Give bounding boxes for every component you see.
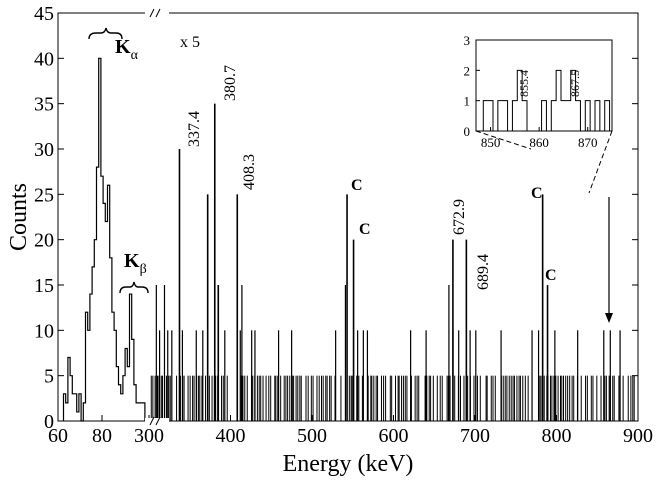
axis-break-mark-bottom [149,416,161,426]
peak-label-689: 689.4 [475,254,492,290]
x-tick-label: 60 [48,425,68,447]
y-tick-label: 20 [34,230,54,252]
axis-break-gap-bottom [145,418,169,424]
inset-connector-right [588,130,613,194]
inset-axes: 0 1 2 3 850 860 870 [464,33,598,150]
k-beta-annotation: Kβ [119,250,149,294]
low-energy-histogram [62,57,146,422]
inset-bars [478,69,611,132]
scale-factor-label: x 5 [180,34,200,51]
inset-peak-label-867: 867.5 [568,70,582,97]
peak-label-337: 337.4 [186,111,203,147]
inset-frame [475,39,613,132]
y-tick-label: 10 [34,320,54,342]
peak-energy-labels: 337.4 380.7 408.3 672.9 689.4 [186,65,492,290]
high-energy-bars [150,103,635,421]
inset-x-tick-label: 850 [481,135,501,150]
peak-label-380: 380.7 [222,65,239,101]
y-tick-label: 15 [34,275,54,297]
y-axis-label: Counts [6,183,32,251]
contaminant-label-543: C [351,177,363,194]
y-tick-label: 40 [34,48,54,70]
k-beta-subscript: β [140,262,147,277]
x-tick-label: 900 [623,425,653,447]
k-beta-brace [119,281,149,294]
y-tick-label: 0 [44,411,54,433]
inset-y-tick-label: 1 [464,94,471,109]
axis-break-gap-top [145,10,169,16]
x-tick-label: 700 [460,425,490,447]
plot-border [57,12,639,422]
y-tick-label: 45 [34,3,54,25]
axis-break [145,8,169,426]
k-alpha-annotation: Kα [88,27,139,63]
k-alpha-brace [88,27,123,40]
inset-y-tick-label: 3 [464,33,471,48]
inset-connector [475,130,613,323]
k-beta-label: Kβ [124,250,147,277]
inset-plot: 0 1 2 3 850 860 870 855.4 867.5 [464,33,613,150]
x-tick-label: 300 [134,425,164,447]
x-tick-label: 400 [216,425,246,447]
contaminant-label-551: C [359,221,371,238]
inset-pointer-arrow-head [605,313,613,323]
y-tick-label: 5 [44,366,54,388]
inset-y-tick-label: 2 [464,63,471,78]
y-tick-label: 25 [34,184,54,206]
y-tick-label: 30 [34,139,54,161]
contaminant-label-789: C [545,267,557,284]
x-tick-label: 600 [379,425,409,447]
x-tick-label: 500 [297,425,327,447]
inset-x-tick-label: 860 [529,135,549,150]
inset-histogram [478,69,611,132]
contaminant-label-783: C [531,185,543,202]
contaminant-labels: C C C C [351,177,557,284]
inset-y-tick-label: 0 [464,124,471,139]
k-alpha-label: Kα [115,36,139,63]
inset-peak-label-855: 855.4 [517,70,531,97]
plot-frame [57,12,639,422]
inset-connector-left [475,130,532,150]
peak-label-408: 408.3 [241,154,258,190]
low-energy-bars [62,57,146,422]
x-tick-label: 80 [92,425,112,447]
inset-x-tick-label: 870 [578,135,598,150]
peak-label-672: 672.9 [451,199,468,235]
x-axis: 60 80 300 400 500 600 700 800 900 [48,415,653,447]
axis-break-mark-top [149,8,161,18]
k-alpha-subscript: α [131,48,139,63]
y-tick-label: 35 [34,94,54,116]
x-tick-label: 800 [542,425,572,447]
x-axis-label: Energy (keV) [283,451,414,477]
